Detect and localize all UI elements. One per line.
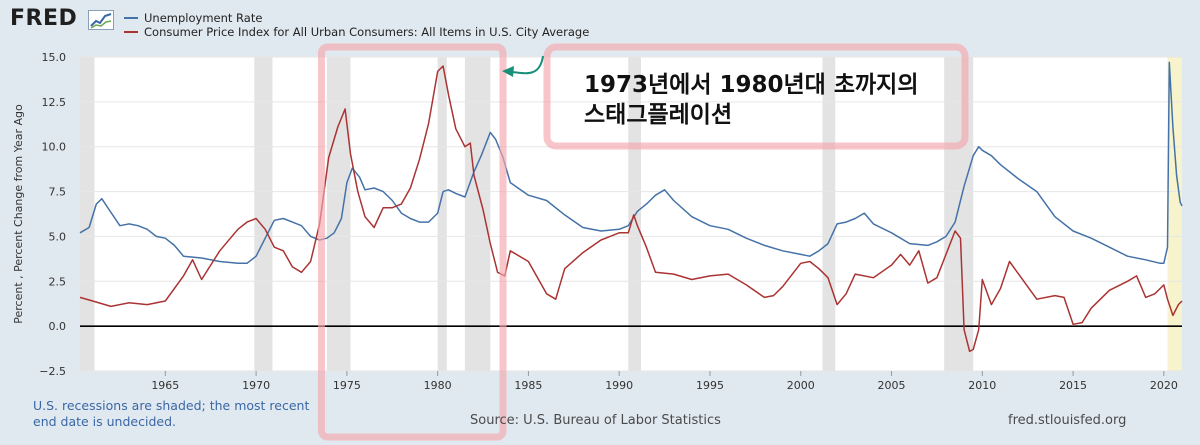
y-tick-label-4: 7.5	[49, 186, 67, 199]
x-tick-label-9: 2010	[968, 379, 996, 392]
series-line-1	[79, 65, 1183, 353]
y-tick-label-6: 12.5	[42, 96, 67, 109]
recession-band-2	[326, 57, 351, 371]
y-tick-label-2: 2.5	[49, 275, 67, 288]
x-tick-label-10: 2015	[1059, 379, 1087, 392]
y-tick-label-7: 15.0	[42, 51, 67, 64]
y-axis-ticks: −2.5 0.0 2.5 5.0 7.5 10.0 12.5 15.0	[39, 51, 66, 378]
series-lines	[79, 61, 1183, 353]
legend-swatch-cpi	[124, 31, 138, 33]
recession-note-line-1: U.S. recessions are shaded; the most rec…	[33, 398, 310, 413]
annotation-box	[543, 43, 969, 150]
x-axis-ticks: 1965 1970 1975 1980 1985 1990 1995 2000 2005 2010…	[151, 371, 1178, 392]
source-text: Source: U.S. Bureau of Labor Statistics	[470, 413, 721, 428]
recession-note: U.S. recessions are shaded; the most rec…	[33, 398, 309, 430]
y-axis-label: Percent , Percent Change from Year Ago	[12, 104, 25, 324]
y-tick-label-0: −2.5	[39, 365, 66, 378]
x-tick-label-3: 1980	[424, 379, 452, 392]
x-tick-label-4: 1985	[514, 379, 542, 392]
site-link[interactable]: fred.stlouisfed.org	[1008, 413, 1127, 428]
recession-band-7	[944, 57, 974, 371]
series-line-0	[79, 61, 1183, 265]
recession-band-3	[437, 57, 447, 371]
legend-label-cpi: Consumer Price Index for All Urban Consu…	[144, 25, 590, 39]
stagflation-highlight	[317, 43, 969, 441]
recession-band-5	[628, 57, 641, 371]
legend-item-unemployment[interactable]: Unemployment Rate	[124, 11, 589, 25]
annotation-arrow-head	[502, 66, 514, 77]
chart-legend: Unemployment Rate Consumer Price Index f…	[124, 11, 589, 39]
x-tick-label-5: 1990	[605, 379, 633, 392]
gridlines	[80, 56, 1182, 372]
legend-swatch-unemployment	[124, 17, 138, 19]
x-tick-label-1: 1970	[242, 379, 270, 392]
x-tick-label-6: 1995	[696, 379, 724, 392]
recession-band-undecided	[1167, 57, 1182, 371]
annotation-line-1: 1973년에서 1980년대 초까지의	[584, 72, 919, 98]
x-tick-label-2: 1975	[333, 379, 361, 392]
legend-label-unemployment: Unemployment Rate	[144, 11, 263, 25]
recession-band-1	[254, 57, 273, 371]
stagflation-annotation: 1973년에서 1980년대 초까지의 스태그플레이션	[584, 70, 918, 130]
x-tick-label-11: 2020	[1150, 379, 1178, 392]
fred-logo[interactable]: FRED	[10, 6, 78, 31]
annotation-line-2: 스태그플레이션	[584, 102, 733, 128]
y-tick-label-3: 5.0	[49, 230, 67, 243]
x-tick-label-0: 1965	[151, 379, 179, 392]
recession-note-line-2: end date is undecided.	[33, 414, 176, 429]
y-tick-label-1: 0.0	[49, 320, 67, 333]
x-tick-label-8: 2005	[878, 379, 906, 392]
fred-chart-icon	[88, 10, 114, 30]
x-tick-label-7: 2000	[787, 379, 815, 392]
y-tick-label-5: 10.0	[42, 141, 67, 154]
stagflation-box	[317, 43, 507, 441]
legend-item-cpi[interactable]: Consumer Price Index for All Urban Consu…	[124, 25, 589, 39]
recession-band-0	[80, 57, 95, 371]
annotation-arrow-line	[511, 55, 544, 75]
recession-band-6	[822, 57, 836, 371]
recession-band-4	[464, 57, 491, 371]
